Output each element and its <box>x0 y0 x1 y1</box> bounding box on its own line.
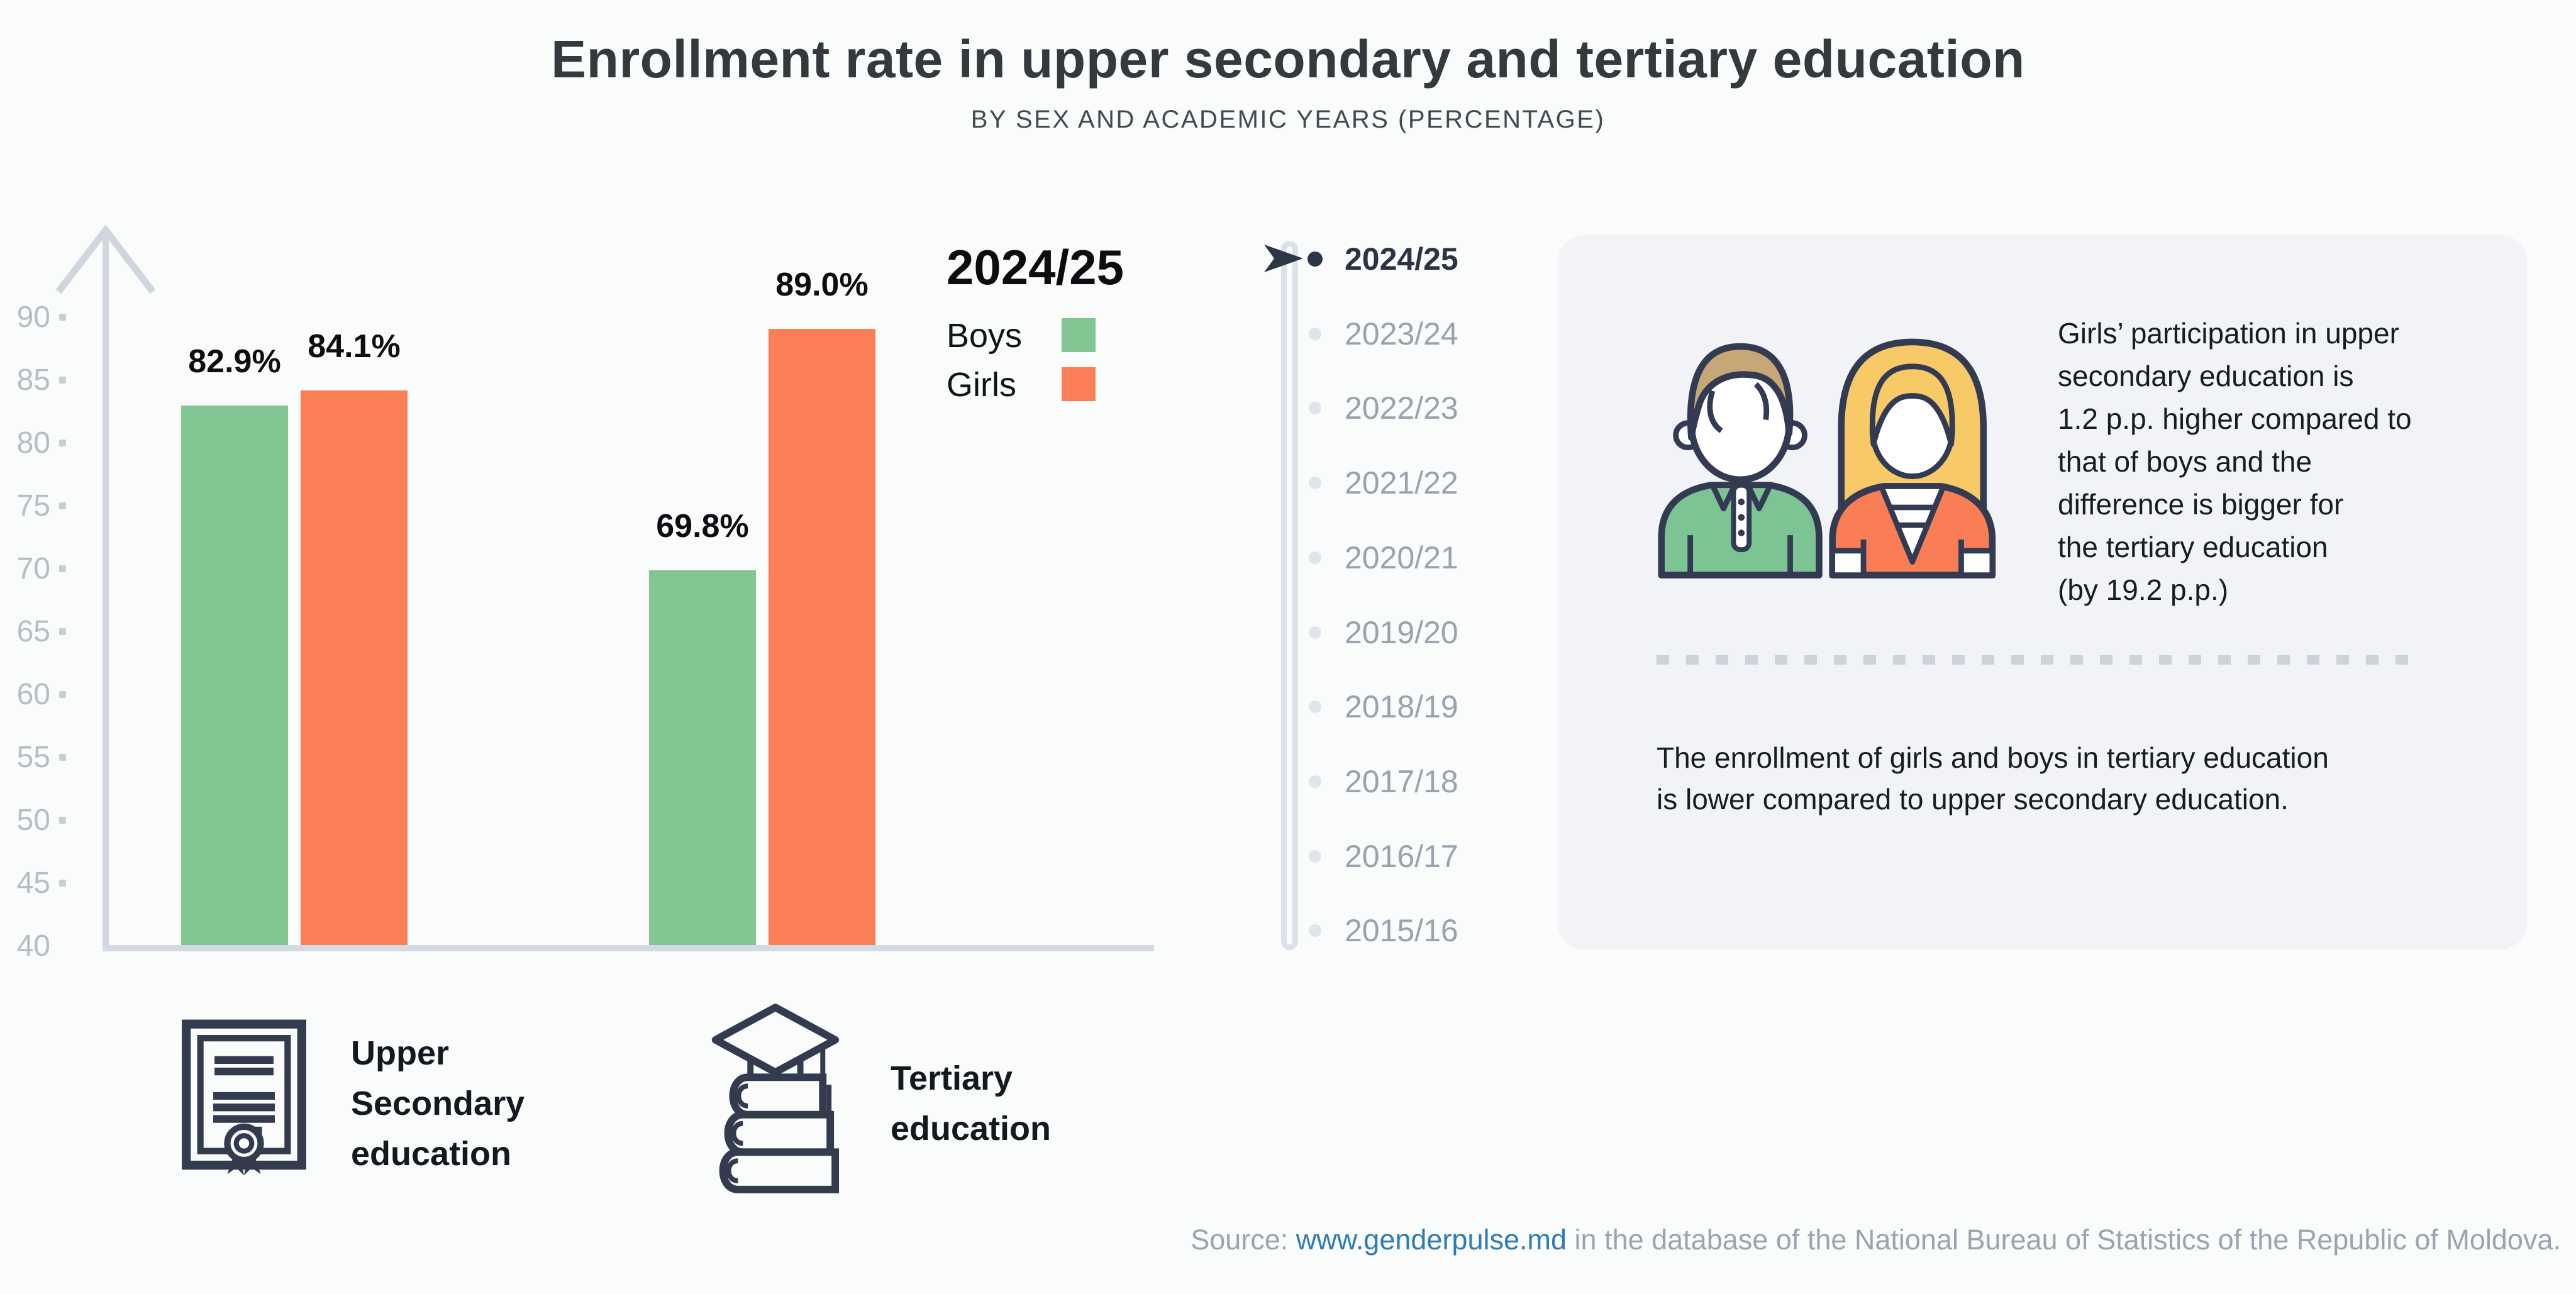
y-tick-mark-60 <box>59 691 66 698</box>
legend-swatch-boys <box>1062 318 1096 352</box>
y-tick-mark-70 <box>59 565 66 572</box>
timeline-dot-2017-18[interactable] <box>1309 775 1321 788</box>
y-tick-label-65: 65 <box>16 615 50 648</box>
timeline-dot-2018-19[interactable] <box>1309 700 1321 714</box>
legend-title: 2024/25 <box>947 240 1124 295</box>
y-tick-mark-45 <box>59 880 66 887</box>
insight-text-secondary: The enrollment of girls and boys in tert… <box>1657 741 2329 816</box>
timeline-year-2022-23[interactable]: 2022/23 <box>1345 390 1458 426</box>
y-axis-arrow-icon <box>55 224 156 294</box>
timeline-year-2020-21[interactable]: 2020/21 <box>1345 539 1458 575</box>
timeline-arrow-icon[interactable] <box>1264 244 1304 273</box>
y-tick-label-90: 90 <box>16 301 50 334</box>
y-tick-mark-65 <box>59 628 66 635</box>
category-label-tertiary: Tertiary education <box>891 1059 1052 1147</box>
value-label-girls-tertiary-education: 89.0% <box>775 267 869 303</box>
page-subtitle: BY SEX AND ACADEMIC YEARS (PERCENTAGE) <box>970 106 1606 133</box>
source-link[interactable]: www.genderpulse.md <box>1296 1224 1567 1256</box>
y-tick-label-40: 40 <box>16 929 50 963</box>
legend-item-girls[interactable]: Girls <box>947 366 1016 404</box>
y-tick-mark-85 <box>59 377 66 384</box>
legend-item-boys[interactable]: Boys <box>947 317 1023 355</box>
value-label-boys-tertiary-education: 69.8% <box>656 508 749 545</box>
books-graduation-icon <box>711 1004 840 1193</box>
page-title: Enrollment rate in upper secondary and t… <box>551 30 2025 89</box>
bar-boys-tertiary-education[interactable] <box>649 570 756 945</box>
timeline-year-2019-20[interactable]: 2019/20 <box>1345 614 1458 650</box>
y-tick-mark-90 <box>59 314 66 321</box>
y-tick-mark-75 <box>59 502 66 509</box>
legend-swatch-girls <box>1062 367 1096 401</box>
y-tick-label-45: 45 <box>16 866 50 900</box>
y-tick-mark-55 <box>59 754 66 761</box>
timeline-year-2023-24[interactable]: 2023/24 <box>1345 316 1458 351</box>
timeline-dot-2015-16[interactable] <box>1309 924 1321 937</box>
timeline-dot-2020-21[interactable] <box>1309 551 1321 564</box>
timeline-dot-2016-17[interactable] <box>1309 849 1321 863</box>
timeline-year-2018-19[interactable]: 2018/19 <box>1345 689 1458 725</box>
insight-panel: Girls’ participation in upper secondary … <box>1558 235 2527 949</box>
timeline-track[interactable] <box>1281 241 1298 950</box>
timeline-year-2016-17[interactable]: 2016/17 <box>1345 838 1458 874</box>
y-tick-label-70: 70 <box>16 552 50 585</box>
source-note: Source: www.genderpulse.md in the databa… <box>1191 1222 2561 1258</box>
y-tick-label-75: 75 <box>16 489 50 523</box>
diploma-icon <box>182 1019 306 1176</box>
boy-girl-illustration-icon <box>1658 338 1996 579</box>
girl-figure <box>1829 338 1996 579</box>
y-tick-label-80: 80 <box>16 426 50 460</box>
timeline-year-2017-18[interactable]: 2017/18 <box>1345 763 1458 799</box>
timeline-year-2021-22[interactable]: 2021/22 <box>1345 465 1458 501</box>
insight-text-primary: Girls’ participation in upper secondary … <box>2058 317 2412 606</box>
timeline-dot-2022-23[interactable] <box>1309 402 1321 415</box>
timeline-dot-2024-25[interactable] <box>1307 252 1323 267</box>
y-tick-label-60: 60 <box>16 678 50 711</box>
category-label-upper-secondary: Upper Secondary education <box>351 1034 525 1173</box>
y-tick-label-55: 55 <box>16 741 50 774</box>
timeline-dot-2023-24[interactable] <box>1309 327 1321 340</box>
y-tick-mark-80 <box>59 440 66 446</box>
bar-boys-upper-secondary-education[interactable] <box>181 406 288 945</box>
bar-girls-upper-secondary-education[interactable] <box>301 390 408 945</box>
boy-figure <box>1658 343 1823 579</box>
source-prefix: Source: <box>1191 1224 1296 1256</box>
bar-girls-tertiary-education[interactable] <box>769 329 875 945</box>
value-label-boys-upper-secondary-education: 82.9% <box>188 343 281 380</box>
timeline-dot-2019-20[interactable] <box>1309 626 1321 639</box>
source-suffix: in the database of the National Bureau o… <box>1567 1224 2561 1256</box>
dashed-divider <box>1657 655 2414 665</box>
y-axis-line <box>103 231 109 949</box>
y-tick-mark-50 <box>59 817 66 824</box>
timeline-dot-2021-22[interactable] <box>1309 477 1321 490</box>
timeline-year-2015-16[interactable]: 2015/16 <box>1345 913 1458 949</box>
x-axis-line <box>103 945 1154 951</box>
value-label-girls-upper-secondary-education: 84.1% <box>308 328 401 365</box>
timeline-year-2024-25[interactable]: 2024/25 <box>1345 241 1458 277</box>
y-tick-label-50: 50 <box>16 804 50 837</box>
y-tick-label-85: 85 <box>16 363 50 397</box>
